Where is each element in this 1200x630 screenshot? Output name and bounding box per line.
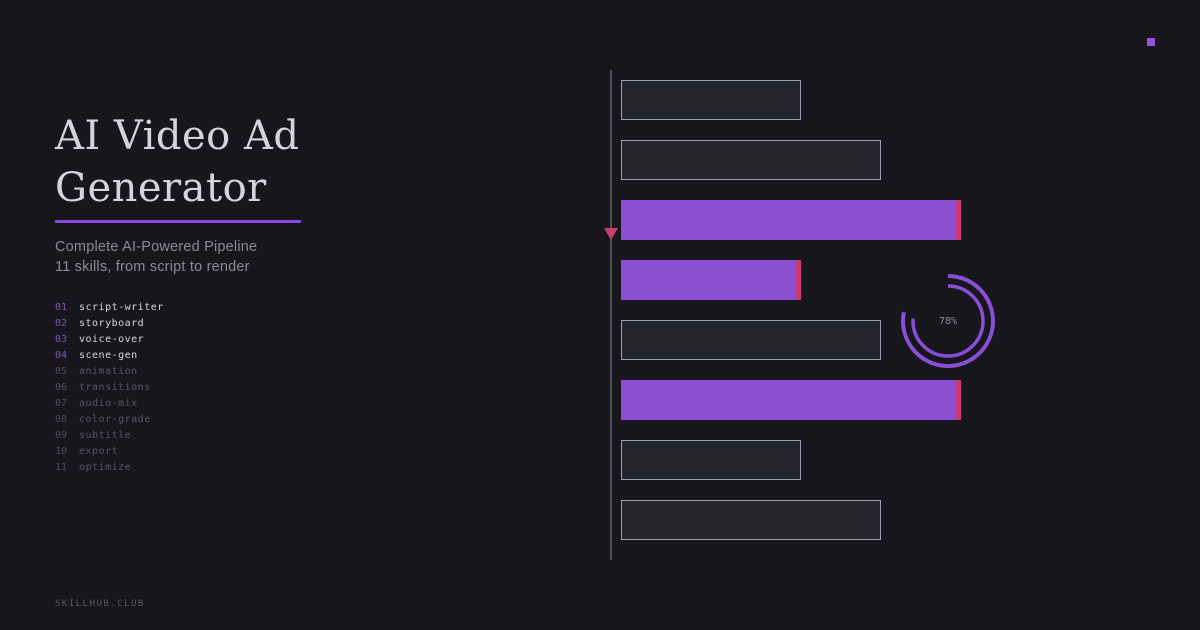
pipeline-bar (621, 380, 961, 420)
skill-item-storyboard: 02 storyboard (55, 316, 164, 332)
skill-name: optimize (79, 462, 132, 473)
subtitle-line-1: Complete AI-Powered Pipeline (55, 239, 258, 255)
skill-item-transitions: 06 transitions (55, 380, 164, 396)
pipeline-bar (621, 440, 801, 480)
title-underline (55, 220, 301, 223)
pipeline-bar (621, 140, 881, 180)
subtitle-line-2: 11 skills, from script to render (55, 259, 250, 275)
subtitle: Complete AI-Powered Pipeline 11 skills, … (55, 237, 257, 277)
skill-item-animation: 05 animation (55, 364, 164, 380)
skill-name: color-grade (79, 414, 151, 425)
skill-item-color-grade: 08 color-grade (55, 412, 164, 428)
page-title: AI Video Ad Generator (55, 110, 299, 214)
pipeline-bar (621, 500, 881, 540)
skill-item-optimize: 11 optimize (55, 460, 164, 476)
pipeline-bar (621, 320, 881, 360)
skill-number: 06 (55, 382, 68, 393)
skill-name: audio-mix (79, 398, 138, 409)
skill-name: transitions (79, 382, 151, 393)
pipeline-bar (621, 260, 801, 300)
footer-brand: SKILLHUB.CLUB (55, 599, 145, 609)
title-line-1: AI Video Ad (55, 113, 300, 159)
skill-name: animation (79, 366, 138, 377)
skill-name: script-writer (79, 302, 164, 313)
skill-number: 04 (55, 350, 68, 361)
skill-number: 09 (55, 430, 68, 441)
skill-number: 11 (55, 462, 68, 473)
title-line-2: Generator (55, 165, 267, 211)
skill-name: voice-over (79, 334, 145, 345)
skill-list: 01 script-writer 02 storyboard 03 voice-over 0… (55, 300, 164, 476)
skill-item-audio-mix: 07 audio-mix (55, 396, 164, 412)
pipeline-bar (621, 200, 961, 240)
skill-item-subtitle: 09 subtitle (55, 428, 164, 444)
corner-accent-square (1147, 38, 1155, 46)
skill-number: 10 (55, 446, 68, 457)
progress-percent: 78% (938, 315, 958, 327)
chart-axis-line (610, 70, 612, 560)
skill-item-export: 10 export (55, 444, 164, 460)
progress-ring-inner-arc (911, 284, 985, 358)
skill-name: export (79, 446, 119, 457)
skill-item-script-writer: 01 script-writer (55, 300, 164, 316)
skill-number: 07 (55, 398, 68, 409)
skill-number: 08 (55, 414, 68, 425)
skill-number: 02 (55, 318, 68, 329)
skill-item-scene-gen: 04 scene-gen (55, 348, 164, 364)
progress-marker-icon (604, 228, 618, 240)
skill-item-voice-over: 03 voice-over (55, 332, 164, 348)
skill-name: scene-gen (79, 350, 138, 361)
progress-ring-outer-arc (901, 274, 995, 368)
skill-name: subtitle (79, 430, 132, 441)
skill-number: 03 (55, 334, 68, 345)
skill-number: 01 (55, 302, 68, 313)
bar-group (621, 80, 961, 560)
progress-ring (901, 274, 995, 368)
skill-number: 05 (55, 366, 68, 377)
skill-name: storyboard (79, 318, 145, 329)
pipeline-bar (621, 80, 801, 120)
